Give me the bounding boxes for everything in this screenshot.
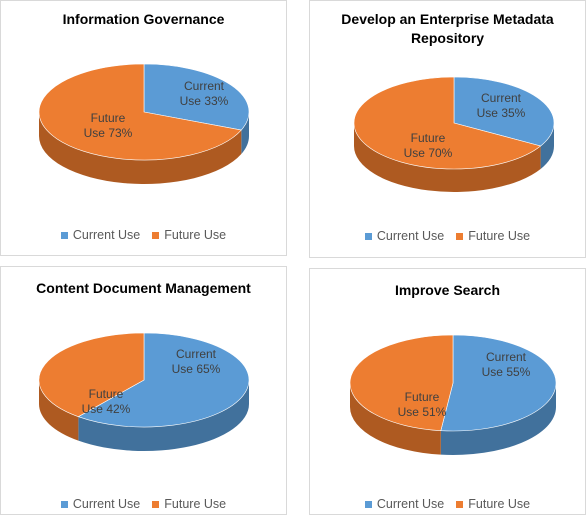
slice-label-current: Current Use 55% (482, 350, 531, 379)
chart-title: Develop an Enterprise Metadata Repositor… (314, 10, 581, 48)
chart-legend: Current Use Future Use (1, 497, 286, 511)
legend-item-current: Current Use (364, 229, 445, 243)
slice-label-future: Future Use 51% (398, 390, 447, 419)
chart-title-line-1: Develop an Enterprise Metadata (341, 11, 554, 27)
legend-swatch-current (60, 500, 68, 508)
pie-slice-future (349, 334, 454, 431)
legend-label-current: Current Use (72, 497, 141, 511)
chart-legend: Current Use Future Use (1, 228, 286, 242)
legend-swatch-current (364, 500, 372, 508)
chart-title: Information Governance (62, 11, 225, 27)
pie-chart: Current Use 33% Future Use 73% (38, 63, 250, 185)
legend-swatch-current (60, 231, 68, 239)
pie-slice-future (38, 63, 242, 161)
pie-side-current (440, 383, 556, 455)
chart-title: Improve Search (394, 282, 501, 298)
chart-panel-enterprise-metadata-repository: Develop an Enterprise Metadata Repositor… (309, 0, 586, 258)
legend-label-current: Current Use (376, 229, 445, 243)
legend-label-current: Current Use (376, 497, 445, 511)
chart-legend: Current Use Future Use (310, 497, 585, 511)
legend-swatch-future (152, 500, 160, 508)
chart-panel-improve-search: Improve Search Current Use 55% Future Use 5… (309, 268, 586, 515)
pie-side-future (39, 112, 242, 185)
slice-label-current: Current Use 33% (180, 79, 229, 108)
chart-panel-content-document-management: Content Document Management Current Use 6… (0, 266, 287, 515)
pie-slice-current (77, 332, 250, 428)
pie-chart: Current Use 35% Future Use 70% (353, 76, 555, 192)
legend-swatch-future (456, 232, 464, 240)
legend-label-future: Future Use (468, 229, 531, 243)
legend-label-future: Future Use (468, 497, 531, 511)
legend-item-current: Current Use (60, 497, 141, 511)
pie-side-current (78, 380, 250, 451)
chart-legend: Current Use Future Use (310, 229, 585, 243)
legend-item-future: Future Use (456, 229, 530, 243)
legend-label-current: Current Use (72, 228, 141, 242)
chart-title: Content Document Management (36, 280, 251, 296)
slice-label-current: Current Use 35% (477, 91, 526, 120)
chart-title-line-2: Repository (410, 30, 485, 46)
legend-label-future: Future Use (164, 497, 227, 511)
legend-item-future: Future Use (152, 497, 226, 511)
legend-item-future: Future Use (152, 228, 226, 242)
pie-slice-current (453, 76, 555, 147)
pie-slice-future (38, 332, 145, 418)
pie-chart: Current Use 55% Future Use 51% (349, 334, 557, 455)
pie-side-future (39, 380, 79, 441)
pie-side-future (354, 123, 541, 192)
legend-swatch-future (152, 231, 160, 239)
legend-swatch-current (364, 232, 372, 240)
legend-item-current: Current Use (364, 497, 445, 511)
legend-item-future: Future Use (456, 497, 530, 511)
slice-label-future: Future Use 70% (404, 131, 453, 160)
pie-slice-future (353, 76, 542, 170)
pie-slice-current (143, 63, 250, 131)
legend-item-current: Current Use (60, 228, 141, 242)
pie-side-current (540, 123, 554, 169)
legend-swatch-future (456, 500, 464, 508)
pie-side-future (350, 383, 441, 455)
chart-panel-information-governance: Information Governance Current Use 33% Fut… (0, 0, 287, 256)
slice-label-current: Current Use 65% (172, 347, 221, 376)
legend-label-future: Future Use (164, 228, 227, 242)
pie-side-current (241, 112, 249, 155)
pie-chart: Current Use 65% Future Use 42% (38, 332, 250, 451)
slice-label-future: Future Use 73% (84, 111, 133, 140)
slice-label-future: Future Use 42% (82, 387, 131, 416)
pie-slice-current (440, 334, 557, 432)
